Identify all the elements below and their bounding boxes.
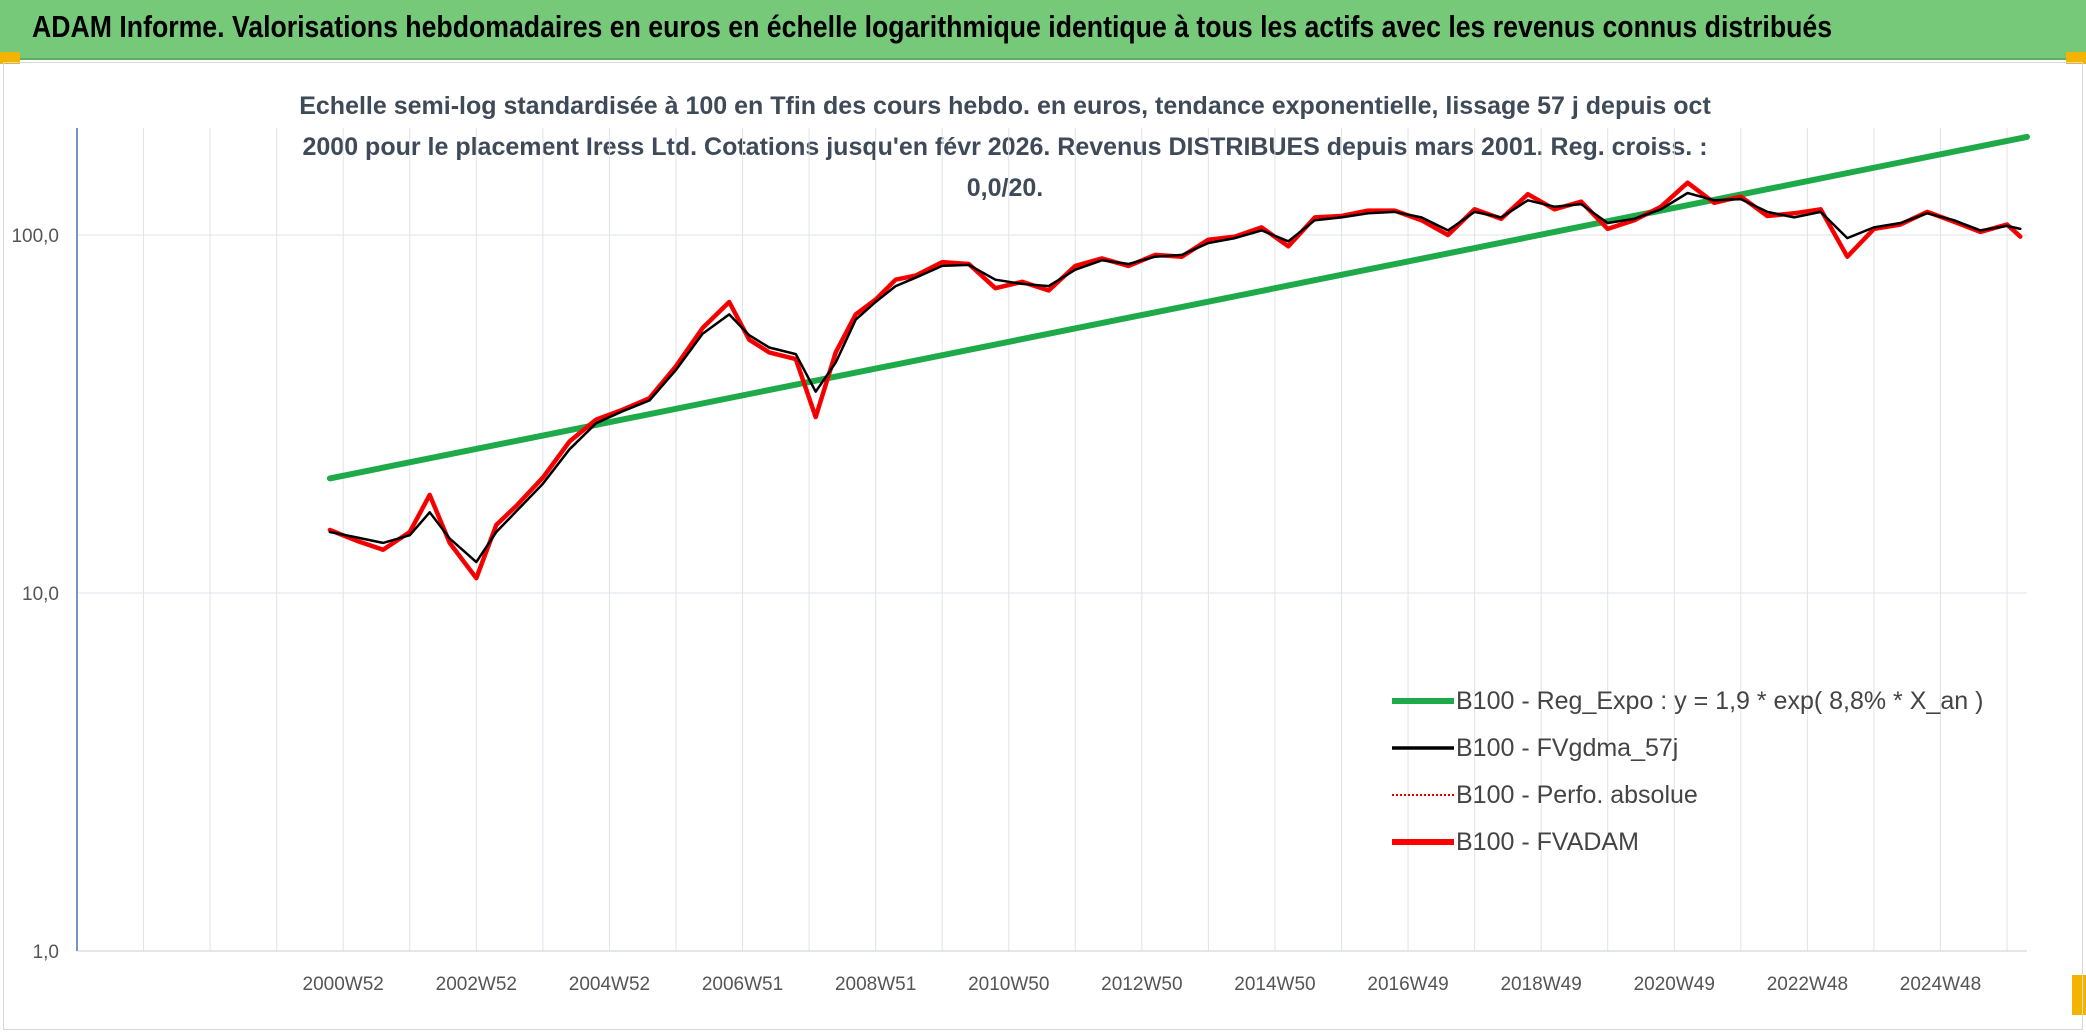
x-tick-label: 2018W49 bbox=[1500, 974, 1581, 995]
x-tick-label: 2014W50 bbox=[1234, 974, 1315, 995]
chart-legend: B100 - Reg_Expo : y = 1,9 * exp( 8,8% * … bbox=[1392, 687, 1983, 856]
legend-label-reg: B100 - Reg_Expo : y = 1,9 * exp( 8,8% * … bbox=[1456, 687, 1983, 715]
x-tick-label: 2022W48 bbox=[1767, 974, 1848, 995]
series-line-fvadam bbox=[327, 180, 2023, 581]
y-tick-label: 100,0 bbox=[11, 226, 59, 247]
x-tick-label: 2010W50 bbox=[968, 974, 1049, 995]
x-tick-label: 2006W51 bbox=[702, 974, 783, 995]
series-line-reg bbox=[326, 133, 2030, 482]
x-tick-label: 2020W49 bbox=[1634, 974, 1715, 995]
chart-axes bbox=[76, 128, 2027, 952]
x-tick-label: 2008W51 bbox=[835, 974, 916, 995]
page-title: ADAM Informe. Valorisations hebdomadaire… bbox=[32, 9, 1833, 44]
corner-accent-left bbox=[0, 52, 20, 64]
series-line-gdma bbox=[328, 191, 2022, 564]
grid-lines bbox=[77, 128, 2027, 952]
series-line-perfo bbox=[329, 181, 2022, 579]
legend-label-fvadam: B100 - FVADAM bbox=[1456, 828, 1639, 856]
header-bar: ADAM Informe. Valorisations hebdomadaire… bbox=[0, 0, 2086, 60]
chart-title: Echelle semi-log standardisée à 100 en T… bbox=[299, 92, 1711, 202]
y-tick-label: 1,0 bbox=[33, 942, 59, 963]
x-tick-label: 2016W49 bbox=[1367, 974, 1448, 995]
tick-labels: 1,0 10,0 100,0 2000W52 2002W52 2004W52 2006W51… bbox=[11, 226, 1981, 995]
corner-accent-right bbox=[2066, 52, 2086, 64]
legend-label-perfo: B100 - Perfo. absolue bbox=[1456, 781, 1698, 809]
chart-series bbox=[326, 133, 2030, 581]
x-tick-label: 2024W48 bbox=[1900, 974, 1981, 995]
x-tick-label: 2004W52 bbox=[569, 974, 650, 995]
chart-frame bbox=[3, 62, 2083, 1030]
x-tick-label: 2000W52 bbox=[303, 974, 384, 995]
y-tick-label: 10,0 bbox=[22, 584, 59, 605]
x-tick-label: 2002W52 bbox=[436, 974, 517, 995]
legend-label-gdma: B100 - FVgdma_57j bbox=[1456, 734, 1678, 762]
x-tick-label: 2012W50 bbox=[1101, 974, 1182, 995]
